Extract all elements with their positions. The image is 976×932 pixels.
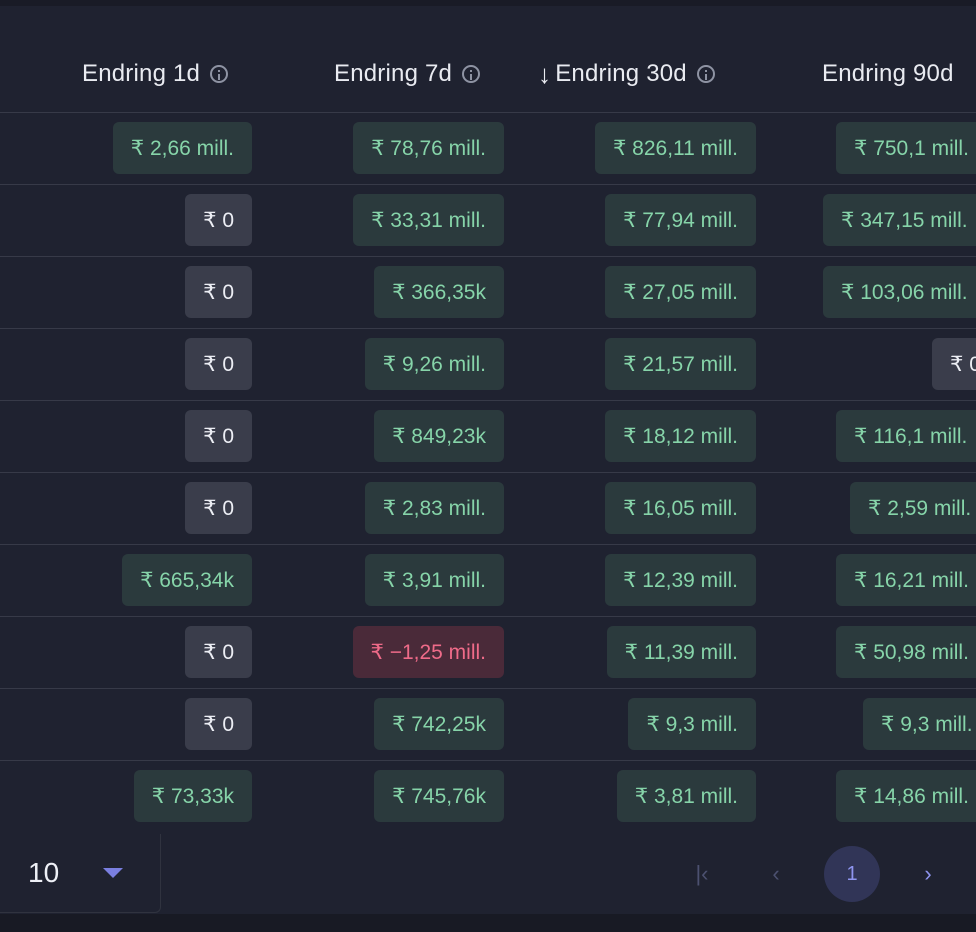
change-90d-value: ₹ 347,15 mill.	[823, 194, 976, 246]
table-row[interactable]: ₹ 0 ₹ 849,23k ₹ 18,12 mill. ₹ 116,1 mill.	[0, 400, 976, 472]
change-7d-value: ₹ 9,26 mill.	[364, 338, 504, 390]
column-header-label: Endring 30d	[555, 60, 687, 87]
change-1d-value: ₹ 0	[185, 194, 252, 246]
change-1d-value: ₹ 0	[185, 410, 252, 462]
change-1d-value: ₹ 0	[185, 482, 252, 534]
change-90d-value: ₹ 103,06 mill.	[823, 266, 976, 318]
first-page-button[interactable]: |‹	[674, 846, 730, 902]
table-row[interactable]: ₹ 2,66 mill. ₹ 78,76 mill. ₹ 826,11 mill. ₹…	[0, 112, 976, 184]
column-header-label: Endring 90d	[822, 60, 954, 87]
next-page-button[interactable]: ›	[900, 846, 956, 902]
page-size-select[interactable]: 10	[0, 834, 161, 913]
change-30d-value: ₹ 3,81 mill.	[616, 770, 756, 822]
column-header-label: Endring 7d	[334, 60, 453, 87]
table-row[interactable]: ₹ 665,34k ₹ 3,91 mill. ₹ 12,39 mill. ₹ 16,2…	[0, 544, 976, 616]
column-header-90d[interactable]: Endring 90d	[822, 36, 954, 112]
change-7d-value: ₹ 742,25k	[374, 698, 504, 750]
table-header: Endring 1d Endring 7d ↓ Endring 30d Endr…	[0, 36, 976, 112]
change-7d-value: ₹ −1,25 mill.	[352, 626, 504, 678]
change-7d-value: ₹ 849,23k	[374, 410, 504, 462]
change-1d-value: ₹ 0	[185, 698, 252, 750]
chevron-left-icon: ‹	[772, 861, 780, 886]
change-30d-value: ₹ 16,05 mill.	[605, 482, 756, 534]
change-30d-value: ₹ 826,11 mill.	[594, 122, 756, 174]
table-row[interactable]: ₹ 73,33k ₹ 745,76k ₹ 3,81 mill. ₹ 14,86 mil…	[0, 760, 976, 832]
change-90d-value: ₹ 750,1 mill.	[836, 122, 976, 174]
bottom-strip	[0, 914, 976, 932]
top-bar	[0, 0, 976, 6]
page-size-value: 10	[28, 857, 60, 888]
change-1d-value: ₹ 0	[185, 266, 252, 318]
table-body: ₹ 2,66 mill. ₹ 78,76 mill. ₹ 826,11 mill. ₹…	[0, 112, 976, 832]
change-90d-value: ₹ 2,59 mill.	[850, 482, 976, 534]
table-row[interactable]: ₹ 0 ₹ −1,25 mill. ₹ 11,39 mill. ₹ 50,98 mil…	[0, 616, 976, 688]
change-90d-value: ₹ 0	[932, 338, 976, 390]
change-1d-value: ₹ 73,33k	[133, 770, 252, 822]
change-90d-value: ₹ 116,1 mill.	[836, 410, 976, 462]
change-30d-value: ₹ 9,3 mill.	[628, 698, 756, 750]
first-page-icon: |‹	[695, 861, 709, 886]
table-row[interactable]: ₹ 0 ₹ 9,26 mill. ₹ 21,57 mill. ₹ 0	[0, 328, 976, 400]
column-header-label: Endring 1d	[82, 60, 201, 87]
change-90d-value: ₹ 9,3 mill.	[863, 698, 976, 750]
change-7d-value: ₹ 2,83 mill.	[364, 482, 504, 534]
page-number: 1	[846, 862, 858, 885]
table-row[interactable]: ₹ 0 ₹ 742,25k ₹ 9,3 mill. ₹ 9,3 mill.	[0, 688, 976, 760]
change-7d-value: ₹ 33,31 mill.	[353, 194, 504, 246]
change-30d-value: ₹ 21,57 mill.	[605, 338, 756, 390]
arrow-down-icon: ↓	[538, 58, 552, 89]
info-icon[interactable]	[462, 65, 481, 83]
change-1d-value: ₹ 0	[185, 626, 252, 678]
change-90d-value: ₹ 14,86 mill.	[836, 770, 976, 822]
change-90d-value: ₹ 16,21 mill.	[836, 554, 976, 606]
change-7d-value: ₹ 78,76 mill.	[353, 122, 504, 174]
table-footer: 10 |‹ ‹ 1 ›	[0, 834, 976, 914]
change-7d-value: ₹ 745,76k	[374, 770, 504, 822]
info-icon[interactable]	[210, 65, 229, 83]
column-header-7d[interactable]: Endring 7d	[334, 36, 481, 112]
table-row[interactable]: ₹ 0 ₹ 33,31 mill. ₹ 77,94 mill. ₹ 347,15 mi…	[0, 184, 976, 256]
change-30d-value: ₹ 11,39 mill.	[606, 626, 756, 678]
info-icon[interactable]	[696, 65, 715, 83]
change-30d-value: ₹ 77,94 mill.	[605, 194, 756, 246]
column-header-1d[interactable]: Endring 1d	[82, 36, 229, 112]
change-30d-value: ₹ 18,12 mill.	[605, 410, 756, 462]
previous-page-button[interactable]: ‹	[748, 846, 804, 902]
change-90d-value: ₹ 50,98 mill.	[836, 626, 976, 678]
change-7d-value: ₹ 366,35k	[374, 266, 504, 318]
page-1-button[interactable]: 1	[824, 846, 880, 902]
change-7d-value: ₹ 3,91 mill.	[364, 554, 504, 606]
caret-down-icon	[103, 868, 123, 878]
chevron-right-icon: ›	[924, 861, 932, 886]
change-1d-value: ₹ 2,66 mill.	[112, 122, 252, 174]
change-1d-value: ₹ 0	[185, 338, 252, 390]
table-row[interactable]: ₹ 0 ₹ 2,83 mill. ₹ 16,05 mill. ₹ 2,59 mill.	[0, 472, 976, 544]
change-1d-value: ₹ 665,34k	[122, 554, 252, 606]
change-30d-value: ₹ 12,39 mill.	[605, 554, 756, 606]
column-header-30d[interactable]: ↓ Endring 30d	[538, 36, 715, 112]
table-row[interactable]: ₹ 0 ₹ 366,35k ₹ 27,05 mill. ₹ 103,06 mill.	[0, 256, 976, 328]
change-30d-value: ₹ 27,05 mill.	[605, 266, 756, 318]
